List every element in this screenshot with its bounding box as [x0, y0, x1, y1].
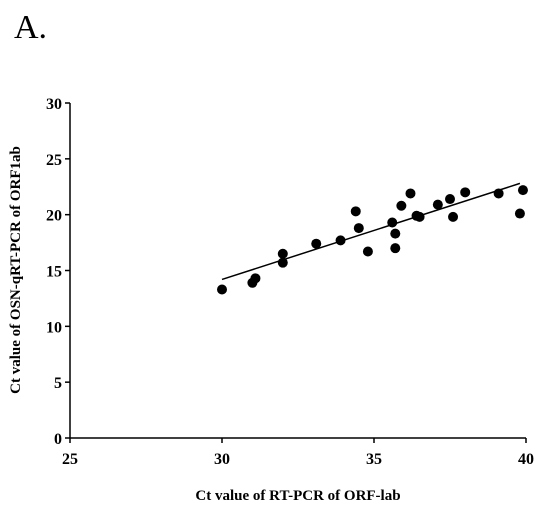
x-tick-label: 35 — [366, 451, 382, 468]
trend-line — [221, 182, 521, 281]
x-tick-label: 40 — [518, 451, 534, 468]
point — [493, 188, 504, 199]
point — [414, 211, 425, 222]
point — [445, 194, 455, 205]
point — [517, 185, 528, 196]
y-tick-label: 30 — [46, 96, 62, 113]
point — [390, 228, 401, 239]
point — [448, 211, 459, 222]
x-axis-title: Ct value of RT-PCR of ORF-lab — [195, 488, 400, 504]
x-tick-label: 30 — [214, 451, 230, 468]
y-tick-label: 25 — [46, 152, 62, 169]
point — [405, 188, 416, 199]
point — [350, 206, 361, 217]
point — [362, 246, 373, 257]
point — [217, 284, 227, 295]
point — [432, 199, 443, 210]
point — [387, 217, 398, 228]
x-tick-label: 25 — [62, 451, 78, 468]
point — [353, 223, 364, 234]
point — [396, 200, 407, 211]
y-tick-label: 10 — [46, 319, 62, 336]
y-tick-label: 15 — [46, 264, 62, 281]
point — [277, 257, 288, 268]
point — [250, 273, 261, 284]
y-axis-title: Ct value of OSN-qRT-PCR of ORF1ab — [8, 146, 24, 394]
point — [335, 235, 346, 246]
y-tick-label: 5 — [54, 375, 62, 392]
point — [277, 248, 288, 259]
panel-label: A. — [14, 9, 47, 46]
point — [460, 187, 471, 198]
point — [390, 243, 401, 254]
y-tick-label: 20 — [46, 208, 62, 225]
point — [514, 208, 525, 219]
y-tick-label: 0 — [54, 431, 62, 448]
point — [311, 238, 322, 249]
